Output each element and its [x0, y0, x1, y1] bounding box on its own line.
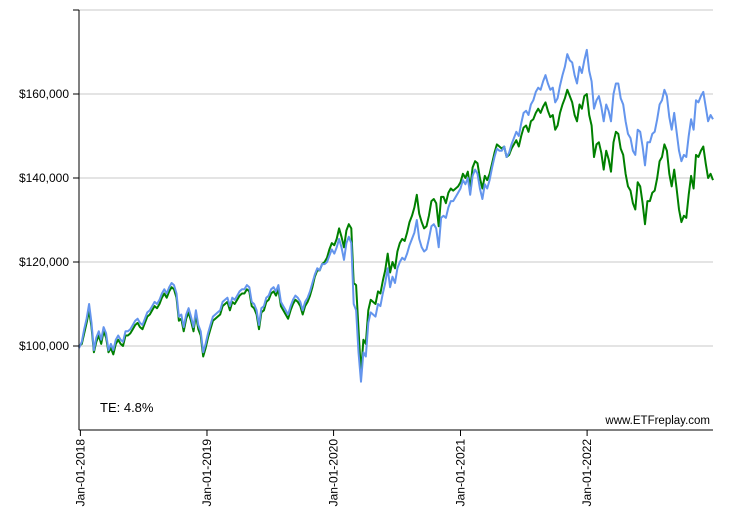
x-tick-label: Jan-01-2022	[580, 439, 594, 507]
y-tick-label: $100,000	[19, 339, 69, 353]
x-axis-ticks: Jan-01-2018 Jan-01-2019 Jan-01-2020 Jan-01-…	[73, 430, 594, 506]
y-gridlines	[79, 9, 713, 347]
y-tick-label: $160,000	[19, 87, 69, 101]
y-tick-label: $120,000	[19, 255, 69, 269]
etfreplay-credit: www.ETFreplay.com	[604, 415, 710, 427]
y-tick-label: $140,000	[19, 171, 69, 185]
x-tick-label: Jan-01-2020	[327, 439, 341, 507]
y-axis-ticks: $100,000 $120,000 $140,000 $160,000	[19, 9, 79, 353]
x-tick-label: Jan-01-2019	[200, 439, 214, 507]
series-lines	[78, 48, 714, 383]
series-line-2	[78, 48, 714, 383]
x-tick-label: Jan-01-2021	[454, 439, 468, 507]
axes	[78, 10, 713, 431]
tracking-error-note: TE: 4.8%	[100, 400, 154, 415]
x-tick-label: Jan-01-2018	[73, 439, 87, 507]
